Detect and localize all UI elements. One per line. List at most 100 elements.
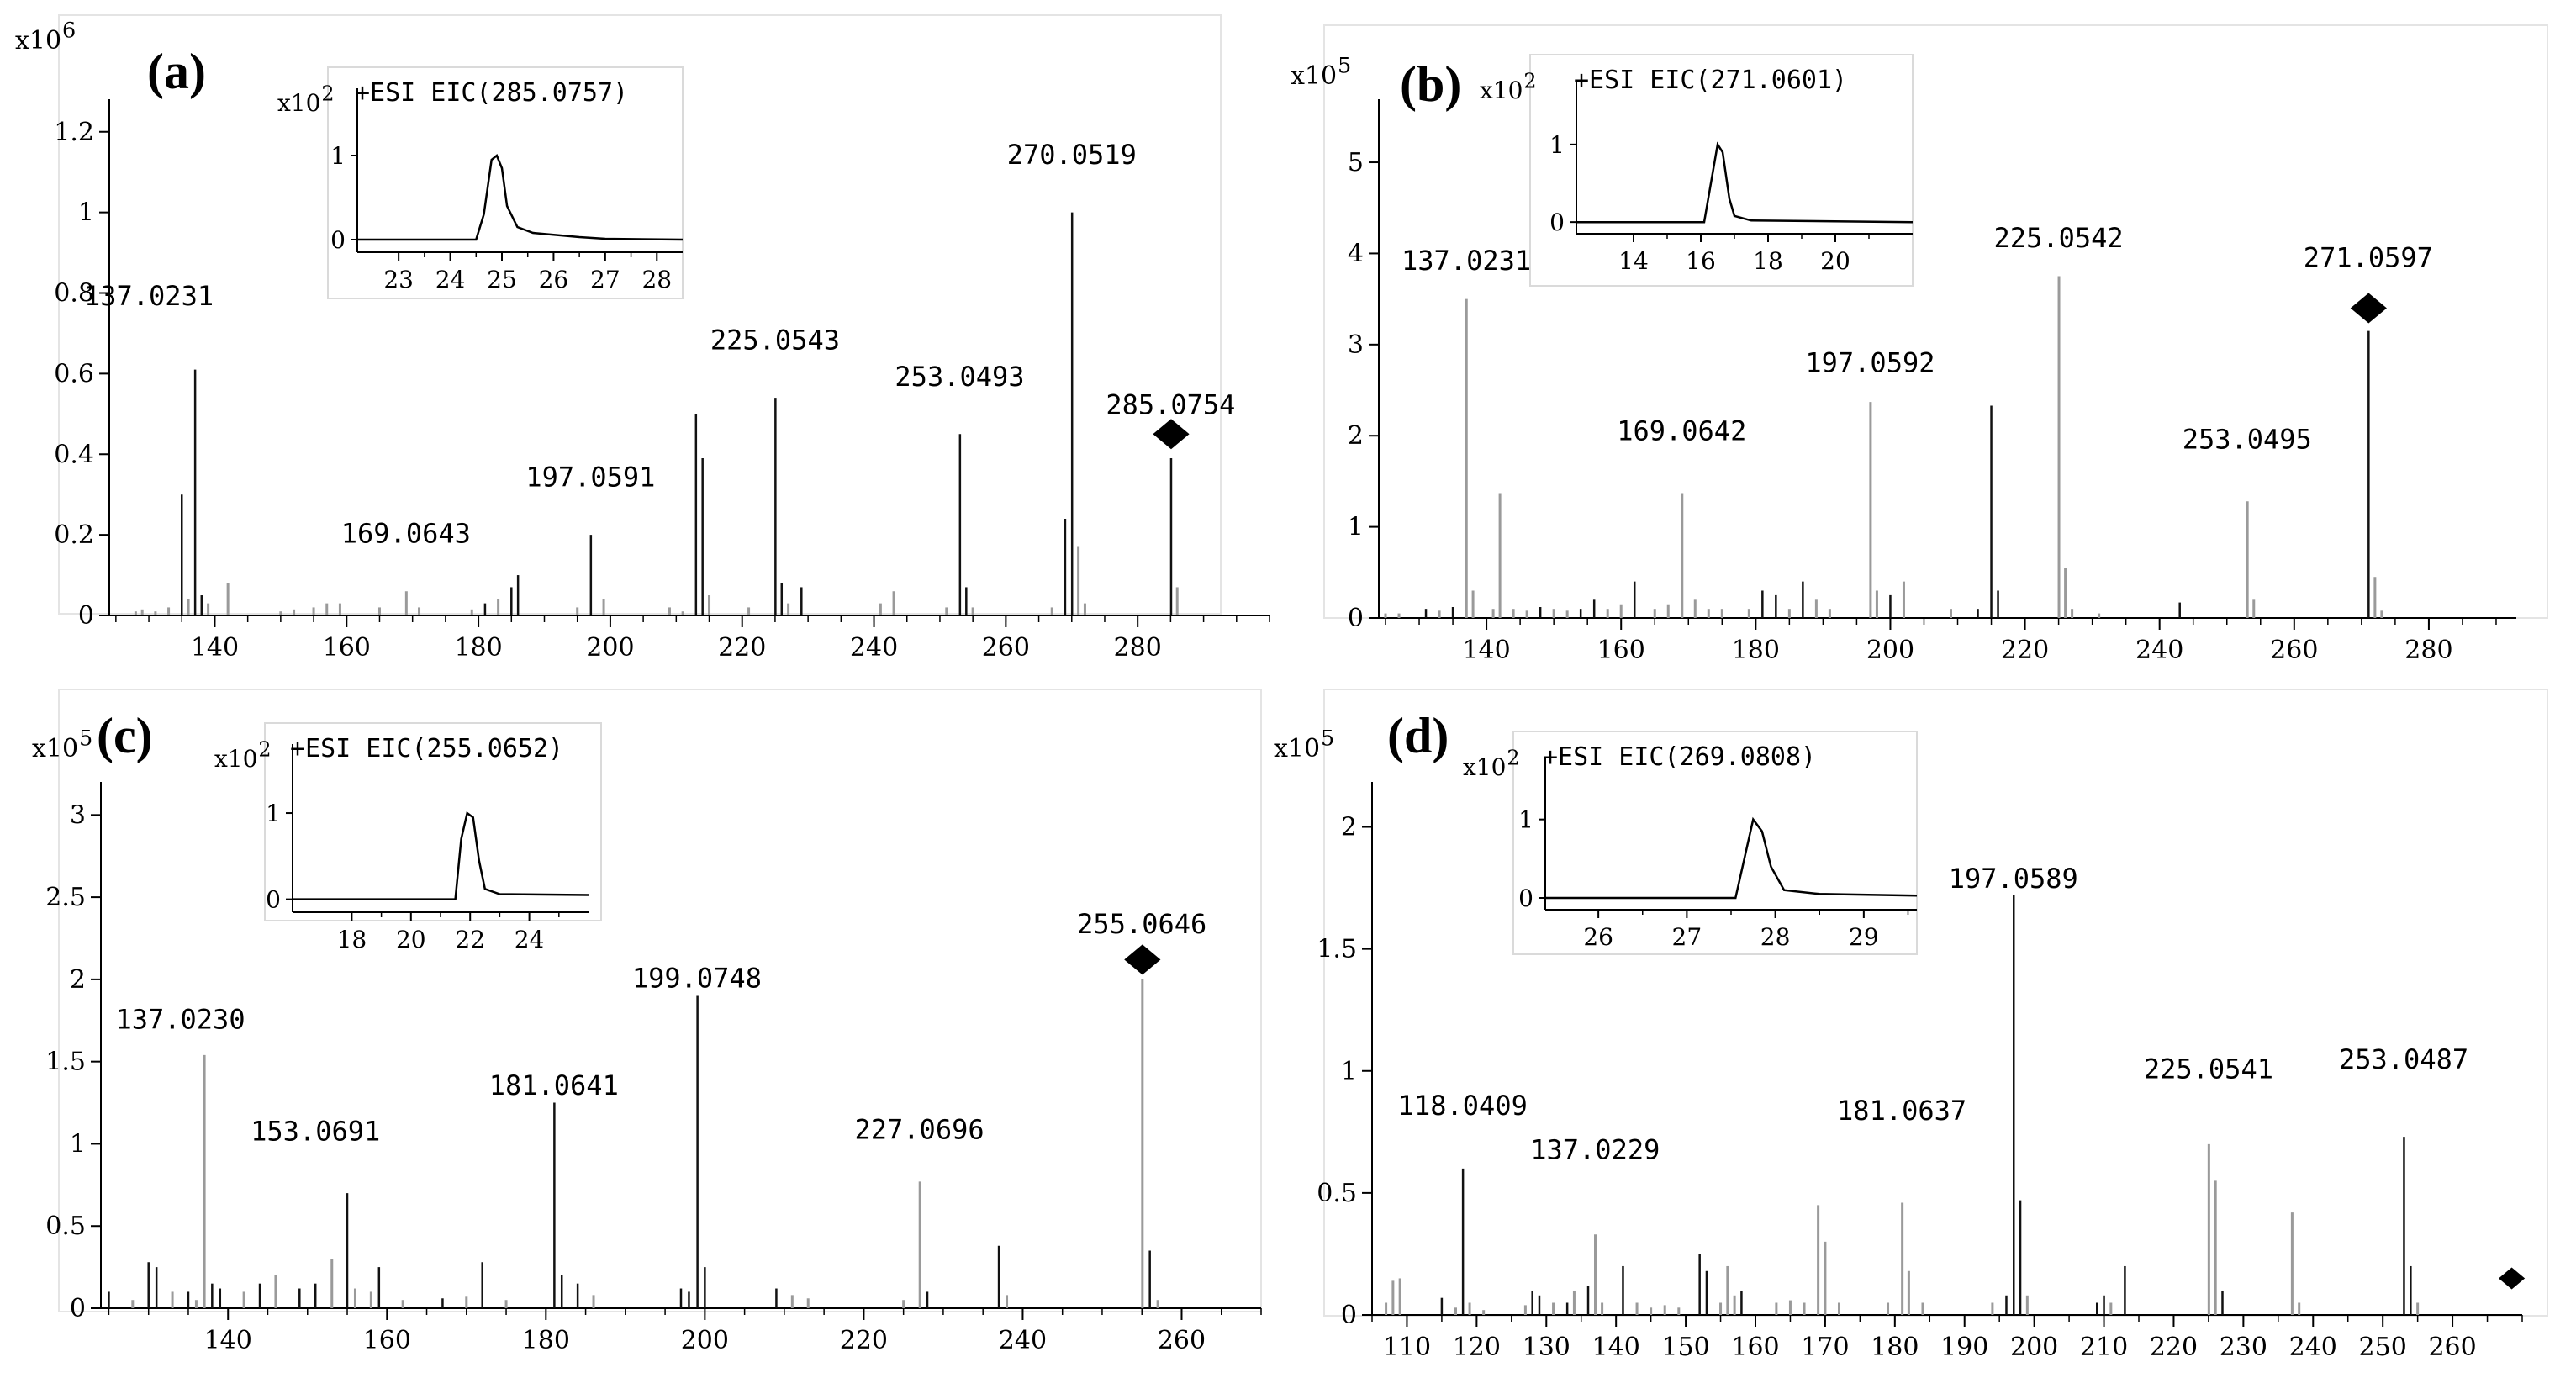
peak-label: 197.0591: [525, 462, 655, 494]
peak-label: 169.0643: [341, 518, 471, 550]
y-tick-label: 1: [1341, 1057, 1357, 1086]
x-tick-label: 150: [1661, 1333, 1709, 1362]
x-tick-label: 140: [1592, 1333, 1640, 1362]
inset-x-tick-label: 23: [383, 266, 414, 293]
x-tick-label: 160: [1597, 636, 1645, 665]
inset-frame: [1512, 731, 1918, 955]
x-tick-label: 240: [850, 633, 898, 663]
inset-x-tick-label: 22: [455, 926, 485, 953]
inset-y-tick-label: 0: [330, 226, 346, 254]
inset-frame: [1529, 54, 1914, 287]
intensity-scale-exponent: 5: [79, 726, 92, 752]
y-tick-label: 4: [1348, 239, 1364, 268]
x-tick-label: 280: [1114, 633, 1162, 663]
y-tick-label: 0.6: [54, 359, 94, 388]
peak-label: 137.0230: [115, 1004, 245, 1036]
peak-label: 197.0589: [1949, 863, 2078, 895]
inset-scale-exponent: 2: [321, 82, 334, 105]
inset-x-tick-label: 26: [1583, 923, 1613, 951]
x-tick-label: 240: [2289, 1333, 2337, 1362]
peak-label: 181.0641: [489, 1069, 619, 1101]
x-tick-label: 260: [2428, 1333, 2476, 1362]
x-tick-label: 130: [1523, 1333, 1570, 1362]
x-tick-label: 140: [204, 1326, 252, 1355]
panel-label: (b): [1400, 56, 1461, 112]
panel-frame: [1323, 689, 2548, 1317]
x-tick-label: 220: [2150, 1333, 2198, 1362]
inset-x-tick-label: 16: [1686, 247, 1716, 275]
x-tick-label: 250: [2359, 1333, 2407, 1362]
intensity-scale-base: x10: [1291, 61, 1337, 91]
inset-title: +ESI EIC(285.0757): [355, 78, 628, 108]
intensity-scale-base: x10: [1274, 734, 1320, 763]
y-tick-label: 0: [78, 601, 94, 631]
peak-label: 137.0231: [84, 280, 214, 312]
y-tick-label: 0.8: [54, 279, 94, 309]
x-tick-label: 220: [718, 633, 766, 663]
peak-label: 271.0597: [2304, 242, 2433, 274]
y-tick-label: 0: [1348, 604, 1364, 633]
x-tick-label: 200: [586, 633, 634, 663]
precursor-diamond-marker: [2350, 293, 2387, 324]
peak-label: 137.0231: [1401, 245, 1531, 277]
inset-y-tick-label: 1: [330, 142, 346, 170]
peak-label: 253.0493: [895, 361, 1024, 393]
inset-x-tick-label: 27: [590, 266, 620, 293]
peak-label: 153.0691: [251, 1116, 380, 1148]
x-tick-label: 140: [1462, 636, 1510, 665]
x-tick-label: 180: [522, 1326, 570, 1355]
x-tick-label: 220: [840, 1326, 888, 1355]
inset-x-tick-label: 24: [515, 926, 545, 953]
inset-y-tick-label: 1: [1549, 131, 1565, 159]
peak-label: 199.0748: [632, 963, 762, 995]
y-tick-label: 1: [70, 1129, 86, 1159]
eic-trace-line: [1576, 141, 1914, 224]
intensity-scale-exponent: 5: [1338, 54, 1351, 79]
inset-scale-exponent: 2: [1507, 746, 1519, 769]
peak-label: 118.0409: [1398, 1090, 1528, 1122]
peak-label: 253.0487: [2339, 1043, 2468, 1075]
inset-x-tick-label: 25: [487, 266, 517, 293]
inset-y-tick-label: 0: [266, 886, 281, 914]
x-tick-label: 260: [982, 633, 1030, 663]
x-tick-label: 200: [1866, 636, 1914, 665]
x-tick-label: 260: [2270, 636, 2318, 665]
peak-label: 137.0229: [1530, 1133, 1660, 1165]
x-tick-label: 220: [2001, 636, 2049, 665]
peak-label: 285.0754: [1106, 388, 1235, 420]
inset-scale-exponent: 2: [1523, 69, 1536, 92]
inset-y-tick-label: 1: [266, 800, 281, 827]
inset-x-tick-label: 24: [435, 266, 466, 293]
panel-frame: [58, 689, 1262, 1312]
y-tick-label: 0.2: [54, 520, 94, 550]
y-tick-label: 5: [1348, 148, 1364, 177]
precursor-diamond-marker: [1153, 419, 1190, 450]
eic-trace-line: [293, 810, 589, 900]
y-tick-label: 3: [1348, 330, 1364, 360]
y-tick-label: 1: [78, 198, 94, 228]
eic-trace-line: [1545, 816, 1918, 900]
x-tick-label: 200: [681, 1326, 729, 1355]
intensity-scale-base: x10: [32, 734, 78, 763]
y-tick-label: 2: [1348, 421, 1364, 451]
x-tick-label: 260: [1158, 1326, 1206, 1355]
x-tick-label: 160: [1731, 1333, 1779, 1362]
inset-scale-base: x10: [214, 745, 257, 773]
y-tick-label: 1: [1348, 513, 1364, 542]
x-tick-label: 170: [1801, 1333, 1849, 1362]
panel-frame: [58, 14, 1222, 615]
inset-x-tick-label: 27: [1672, 923, 1702, 951]
x-tick-label: 180: [1732, 636, 1780, 665]
intensity-scale-base: x10: [15, 26, 61, 55]
inset-frame: [264, 722, 602, 921]
panel-label: (a): [147, 44, 206, 99]
y-tick-label: 1.5: [45, 1048, 86, 1077]
y-tick-label: 2: [1341, 813, 1357, 842]
x-tick-label: 140: [191, 633, 239, 663]
x-tick-label: 190: [1940, 1333, 1988, 1362]
inset-x-tick-label: 29: [1849, 923, 1879, 951]
